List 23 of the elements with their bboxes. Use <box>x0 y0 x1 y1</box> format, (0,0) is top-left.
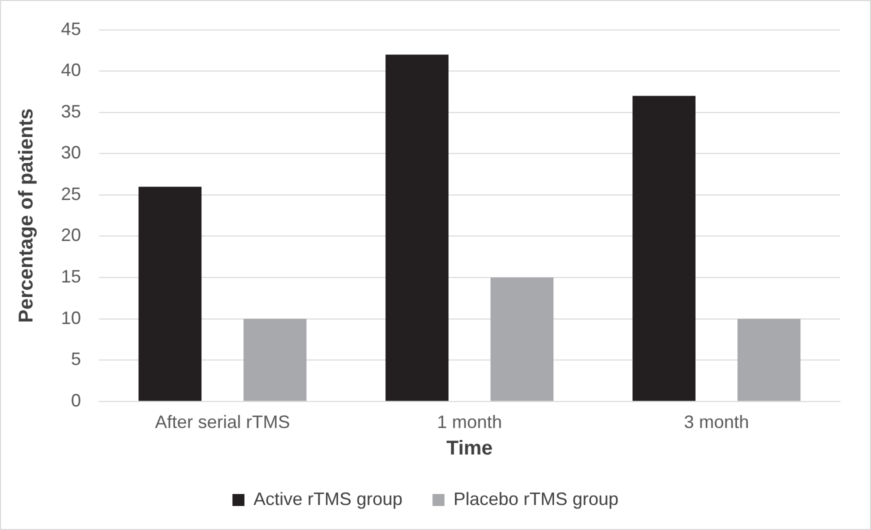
y-tick-label: 40 <box>60 60 82 80</box>
x-tick-label: 1 month <box>436 412 502 432</box>
bar <box>138 186 202 401</box>
bar <box>632 96 696 401</box>
x-tick-label: After serial rTMS <box>155 412 290 432</box>
bar <box>386 54 449 401</box>
legend-label: Placebo rTMS group <box>453 488 619 509</box>
x-tick-label: 3 month <box>684 412 750 432</box>
y-tick-label: 5 <box>71 349 82 370</box>
y-tick-label: 0 <box>71 390 82 410</box>
y-tick-label: 10 <box>60 308 82 328</box>
bar <box>490 278 554 401</box>
y-tick-label: 20 <box>60 225 82 246</box>
legend-label: Active rTMS group <box>253 488 402 509</box>
bar <box>244 318 306 401</box>
y-tick-label: 30 <box>60 142 82 163</box>
y-axis-title: Percentage of patients <box>16 108 38 323</box>
y-tick-label: 15 <box>60 266 82 286</box>
bar <box>738 318 800 401</box>
y-tick-label: 35 <box>60 101 82 122</box>
y-tick-label: 45 <box>60 18 82 39</box>
y-tick-label: 25 <box>60 184 82 204</box>
x-axis-title: Time <box>446 438 493 460</box>
